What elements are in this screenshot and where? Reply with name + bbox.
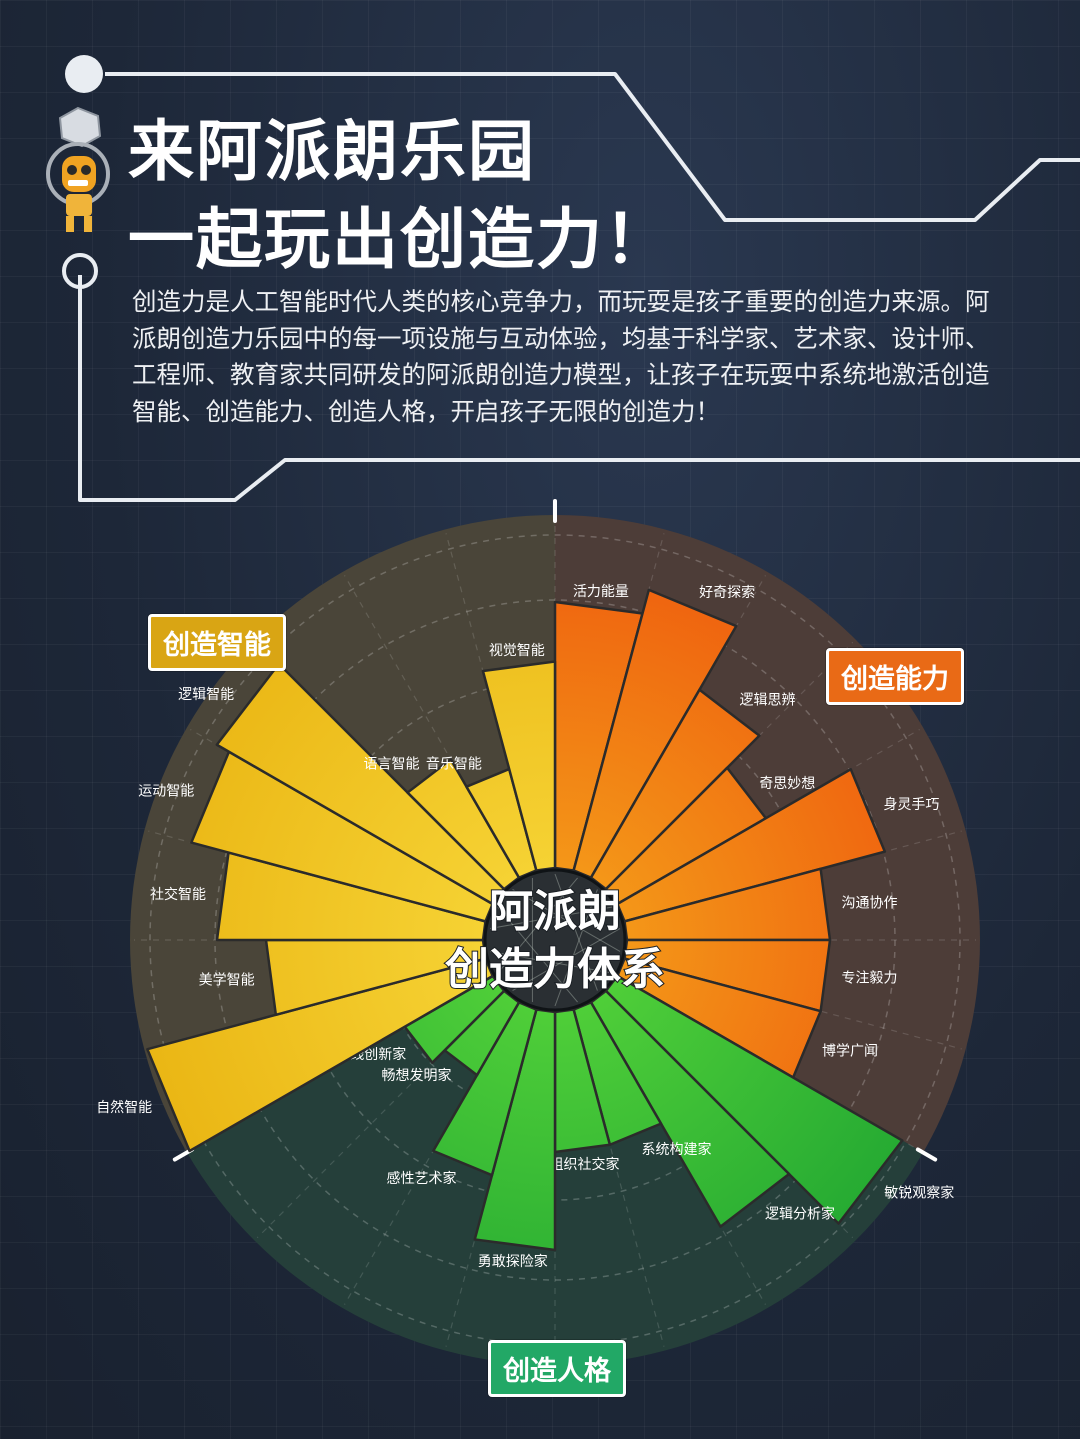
grid-spoke	[605, 641, 854, 890]
title-line-1: 来阿派朗乐园	[128, 113, 536, 190]
grid-spoke	[343, 1002, 520, 1305]
globe-line	[489, 906, 613, 930]
bar-label: 敏锐观察家	[884, 1185, 954, 1202]
globe-line	[554, 873, 598, 991]
globe-line	[489, 950, 613, 974]
bar-label: 沟通协作	[842, 895, 898, 911]
grid-spoke	[256, 990, 505, 1239]
bar-label: 自然智能	[96, 1099, 152, 1116]
bar-label: 逻辑智能	[178, 687, 234, 703]
grid-ring	[149, 534, 961, 1346]
sector-divider	[915, 1147, 938, 1162]
title-line-2: 一起玩出创造力！	[128, 201, 672, 278]
globe-line	[497, 906, 578, 1003]
grid-spoke	[445, 533, 537, 871]
description-text: 创造力是人工智能时代人类的核心竞争力，而玩耍是孩子重要的创造力来源。阿派朗创造力…	[132, 287, 990, 426]
bar-label: 畅想发明家	[382, 1067, 452, 1084]
grid-spoke	[445, 1009, 537, 1347]
grid-spoke	[590, 1002, 767, 1305]
bar-label: 语言智能	[364, 756, 420, 772]
globe-line	[497, 877, 578, 974]
bar-label: 感性艺术家	[386, 1170, 456, 1187]
frame-bottom-line	[78, 275, 1080, 502]
bar-label: 奇思妙想	[759, 775, 815, 792]
grid-spoke	[617, 728, 920, 905]
page-title: 来阿派朗乐园 一起玩出创造力！	[128, 108, 672, 284]
category-label-renge: 创造人格	[488, 1340, 626, 1397]
bar-label: 博学广闻	[822, 1043, 878, 1060]
center-title-line-2: 创造力体系	[445, 944, 665, 995]
bar-label: 逻辑思辨	[739, 693, 795, 709]
bar-label: 系统构建家	[641, 1141, 711, 1158]
center-globe	[483, 868, 627, 1012]
bar-label: 逻辑分析家	[765, 1206, 835, 1223]
grid-spoke	[624, 830, 962, 922]
bar-label: 音乐智能	[426, 756, 482, 773]
globe-line	[512, 889, 621, 952]
bar-label: 社交智能	[150, 886, 206, 903]
robot-mascot-icon	[46, 106, 110, 232]
bar-label: 视觉智能	[489, 643, 545, 659]
grid-spoke	[573, 1009, 665, 1347]
bar-label: 专注毅力	[842, 970, 898, 987]
bar-label: 美学智能	[199, 973, 255, 989]
bar-label: 勇敢探险家	[478, 1253, 548, 1270]
frame-node-bottom	[62, 253, 98, 289]
grid-spoke	[624, 958, 962, 1050]
bar-label: 身灵手巧	[883, 797, 939, 813]
center-title-line-1: 阿派朗	[489, 886, 621, 937]
globe-line	[512, 928, 621, 991]
grid-ring	[214, 599, 896, 1281]
frame-top-line	[105, 72, 1080, 222]
bar-label: 好奇探索	[699, 584, 755, 601]
frame-node-top	[65, 55, 103, 93]
grid-spoke	[343, 575, 520, 878]
bar-label: 活力能量	[573, 584, 629, 600]
globe-line	[554, 889, 598, 1007]
bar-label: 组织社交家	[549, 1156, 619, 1173]
category-label-nengli: 创造能力	[826, 648, 964, 705]
bar-label: 运动智能	[138, 784, 194, 800]
category-label-zhineng: 创造智能	[148, 614, 286, 671]
